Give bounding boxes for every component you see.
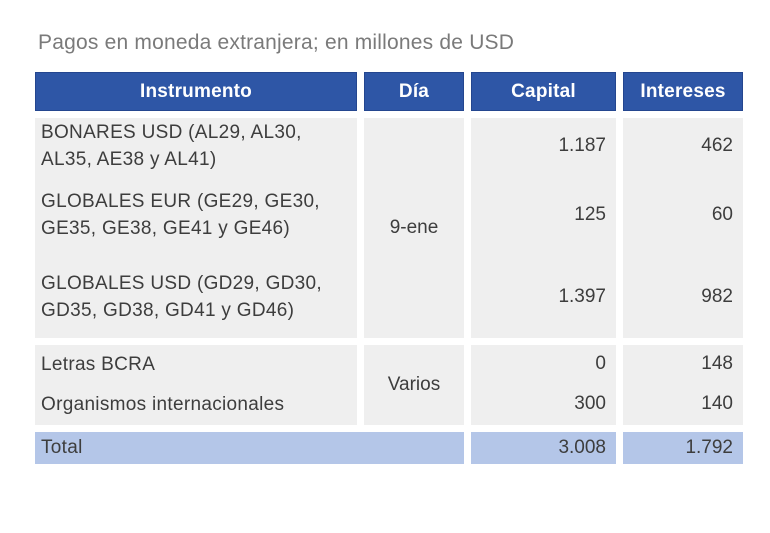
interest-cell: 60: [623, 174, 743, 256]
total-row: Total 3.008 1.792: [35, 432, 743, 464]
header-cell-dia: Día: [364, 72, 464, 111]
interest-cell: 982: [623, 256, 743, 338]
total-capital-cell: 3.008: [471, 432, 616, 464]
total-label-cell: Total: [35, 432, 464, 464]
row-group-9-ene: BONARES USD (AL29, AL30, AL35, AE38 y AL…: [35, 118, 743, 338]
day-cell: Varios: [364, 345, 464, 425]
capital-cell: 1.187: [471, 118, 616, 174]
interest-cell: 148: [623, 345, 743, 383]
total-interest-cell: 1.792: [623, 432, 743, 464]
instrument-cell: GLOBALES USD (GD29, GD30, GD35, GD38, GD…: [35, 256, 357, 338]
capital-cell: 1.397: [471, 256, 616, 338]
interest-cell: 462: [623, 118, 743, 174]
table-header-row: Instrumento Día Capital Intereses: [35, 72, 743, 111]
day-cell: 9-ene: [364, 118, 464, 338]
instrument-cell: Organismos internacionales: [35, 383, 357, 425]
capital-cell: 0: [471, 345, 616, 383]
payments-table: Instrumento Día Capital Intereses BONARE…: [35, 72, 743, 464]
instrument-cell: GLOBALES EUR (GE29, GE30, GE35, GE38, GE…: [35, 174, 357, 256]
header-cell-intereses: Intereses: [623, 72, 743, 111]
header-cell-capital: Capital: [471, 72, 616, 111]
interest-cell: 140: [623, 383, 743, 425]
capital-cell: 125: [471, 174, 616, 256]
instrument-cell: Letras BCRA: [35, 345, 357, 383]
page-title: Pagos en moneda extranjera; en millones …: [38, 31, 515, 54]
row-group-varios: Letras BCRA Organismos internacionales V…: [35, 345, 743, 425]
capital-cell: 300: [471, 383, 616, 425]
header-cell-instrumento: Instrumento: [35, 72, 357, 111]
instrument-cell: BONARES USD (AL29, AL30, AL35, AE38 y AL…: [35, 118, 357, 174]
